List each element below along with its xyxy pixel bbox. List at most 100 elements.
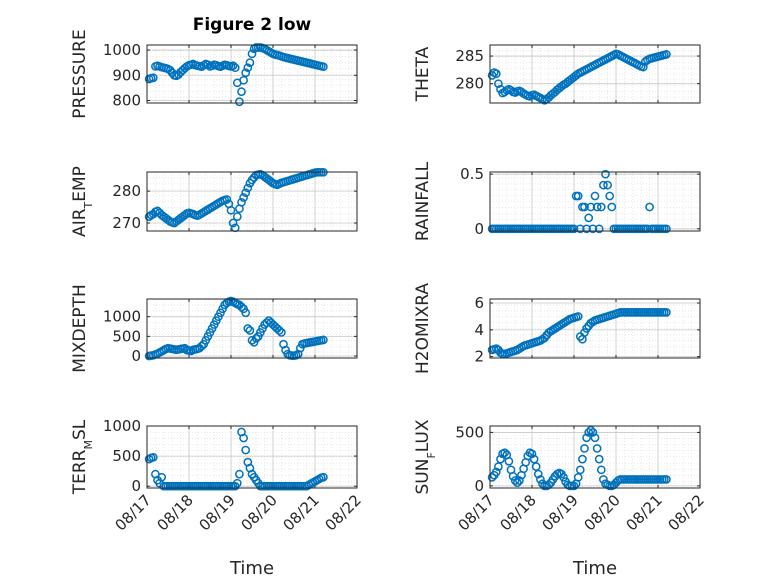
data-point	[582, 433, 591, 443]
data-point	[536, 475, 545, 484]
data-point	[228, 61, 238, 71]
data-point	[232, 212, 242, 221]
x-tick-label: 08/18	[154, 491, 197, 534]
axes-box	[146, 298, 358, 359]
data-point	[239, 75, 248, 85]
y-tick-label: 270	[112, 214, 141, 232]
data-point	[594, 224, 604, 234]
data-point	[575, 224, 585, 234]
x-tick-label: 08/21	[280, 491, 323, 534]
y-tick-label: 0	[131, 347, 141, 365]
data-point	[247, 335, 257, 345]
subplot-h2omixra: 2 4 6 H2OMIXRA	[413, 283, 701, 374]
subplot-grid: 800 900 1000 PRESSURE 280 285 THETA 270 280 AIRTE…	[70, 29, 708, 534]
data-point	[241, 188, 251, 198]
y-axis-label: PRESSURE	[70, 29, 90, 118]
data-point	[596, 465, 606, 475]
data-point	[599, 180, 608, 190]
data-points	[487, 169, 671, 234]
data-point	[508, 471, 518, 481]
data-point	[491, 69, 501, 79]
data-point	[594, 454, 604, 464]
y-axis-label: MIXDEPTH	[70, 284, 90, 373]
data-point	[241, 445, 251, 455]
y-tick-label: 900	[112, 66, 141, 84]
data-points	[144, 43, 328, 107]
data-points	[487, 49, 671, 105]
data-point	[588, 224, 598, 234]
data-point	[235, 469, 244, 479]
data-point	[586, 202, 596, 212]
data-point	[241, 68, 251, 78]
data-point	[319, 335, 328, 345]
data-point	[496, 454, 505, 464]
data-point	[592, 444, 602, 453]
data-point	[601, 169, 610, 179]
data-points	[487, 308, 671, 359]
figure-title: Figure 2 low	[193, 15, 312, 35]
data-point	[573, 472, 583, 482]
data-point	[603, 180, 612, 190]
data-point	[237, 87, 246, 97]
data-point	[662, 50, 671, 59]
data-point	[494, 79, 503, 89]
data-point	[538, 479, 547, 489]
y-tick-label: 6	[474, 294, 484, 312]
x-tick-label: 08/22	[665, 491, 708, 534]
y-axis-label: H2OMIXRA	[413, 283, 433, 374]
y-tick-label: 1000	[103, 308, 141, 326]
subplot-theta: 280 285 THETA	[413, 44, 701, 105]
data-point	[531, 462, 541, 471]
axes-box	[489, 171, 701, 232]
data-point	[512, 478, 522, 488]
data-point	[605, 191, 615, 201]
data-point	[662, 475, 671, 484]
data-point	[500, 448, 510, 458]
data-point	[588, 428, 598, 437]
data-point	[662, 224, 671, 234]
data-point	[515, 476, 524, 485]
data-point	[662, 308, 671, 317]
y-tick-label: 500	[112, 447, 141, 465]
data-point	[237, 197, 246, 207]
data-point	[232, 478, 242, 488]
x-tick-label: 08/22	[322, 491, 365, 534]
data-point	[319, 62, 328, 72]
data-point	[506, 85, 516, 95]
data-point	[228, 218, 238, 228]
data-point	[645, 202, 654, 212]
y-axis-label: SUNFLUX	[413, 419, 438, 494]
x-tick-label: 08/19	[196, 491, 239, 534]
data-point	[226, 205, 236, 215]
x-axis-label-right: Time	[572, 558, 617, 579]
data-point	[203, 60, 213, 70]
x-tick-label: 08/17	[455, 491, 498, 534]
data-point	[247, 49, 257, 59]
data-point	[277, 328, 286, 337]
data-points	[144, 427, 328, 491]
data-point	[586, 425, 596, 435]
axes-box	[489, 44, 701, 104]
y-tick-label: 2	[474, 348, 484, 366]
y-tick-label: 1000	[103, 417, 141, 435]
subplot-rainfall: 0 0.5 RAINFALL	[413, 161, 701, 241]
data-point	[580, 202, 589, 212]
data-point	[510, 476, 520, 485]
y-tick-label: 500	[112, 327, 141, 345]
y-tick-label: 0	[474, 220, 484, 238]
data-point	[237, 302, 246, 312]
y-tick-label: 0.5	[460, 165, 484, 183]
data-points	[144, 296, 328, 361]
axes-box	[146, 171, 358, 232]
x-tick-label: 08/19	[539, 491, 582, 534]
y-tick-label: 280	[112, 182, 141, 200]
data-point	[584, 213, 594, 223]
data-point	[247, 175, 257, 185]
data-point	[590, 191, 600, 201]
data-point	[157, 472, 167, 482]
subplot-air_temp: 270 280 AIRTEMP	[70, 166, 358, 237]
y-tick-label: 500	[455, 423, 484, 441]
